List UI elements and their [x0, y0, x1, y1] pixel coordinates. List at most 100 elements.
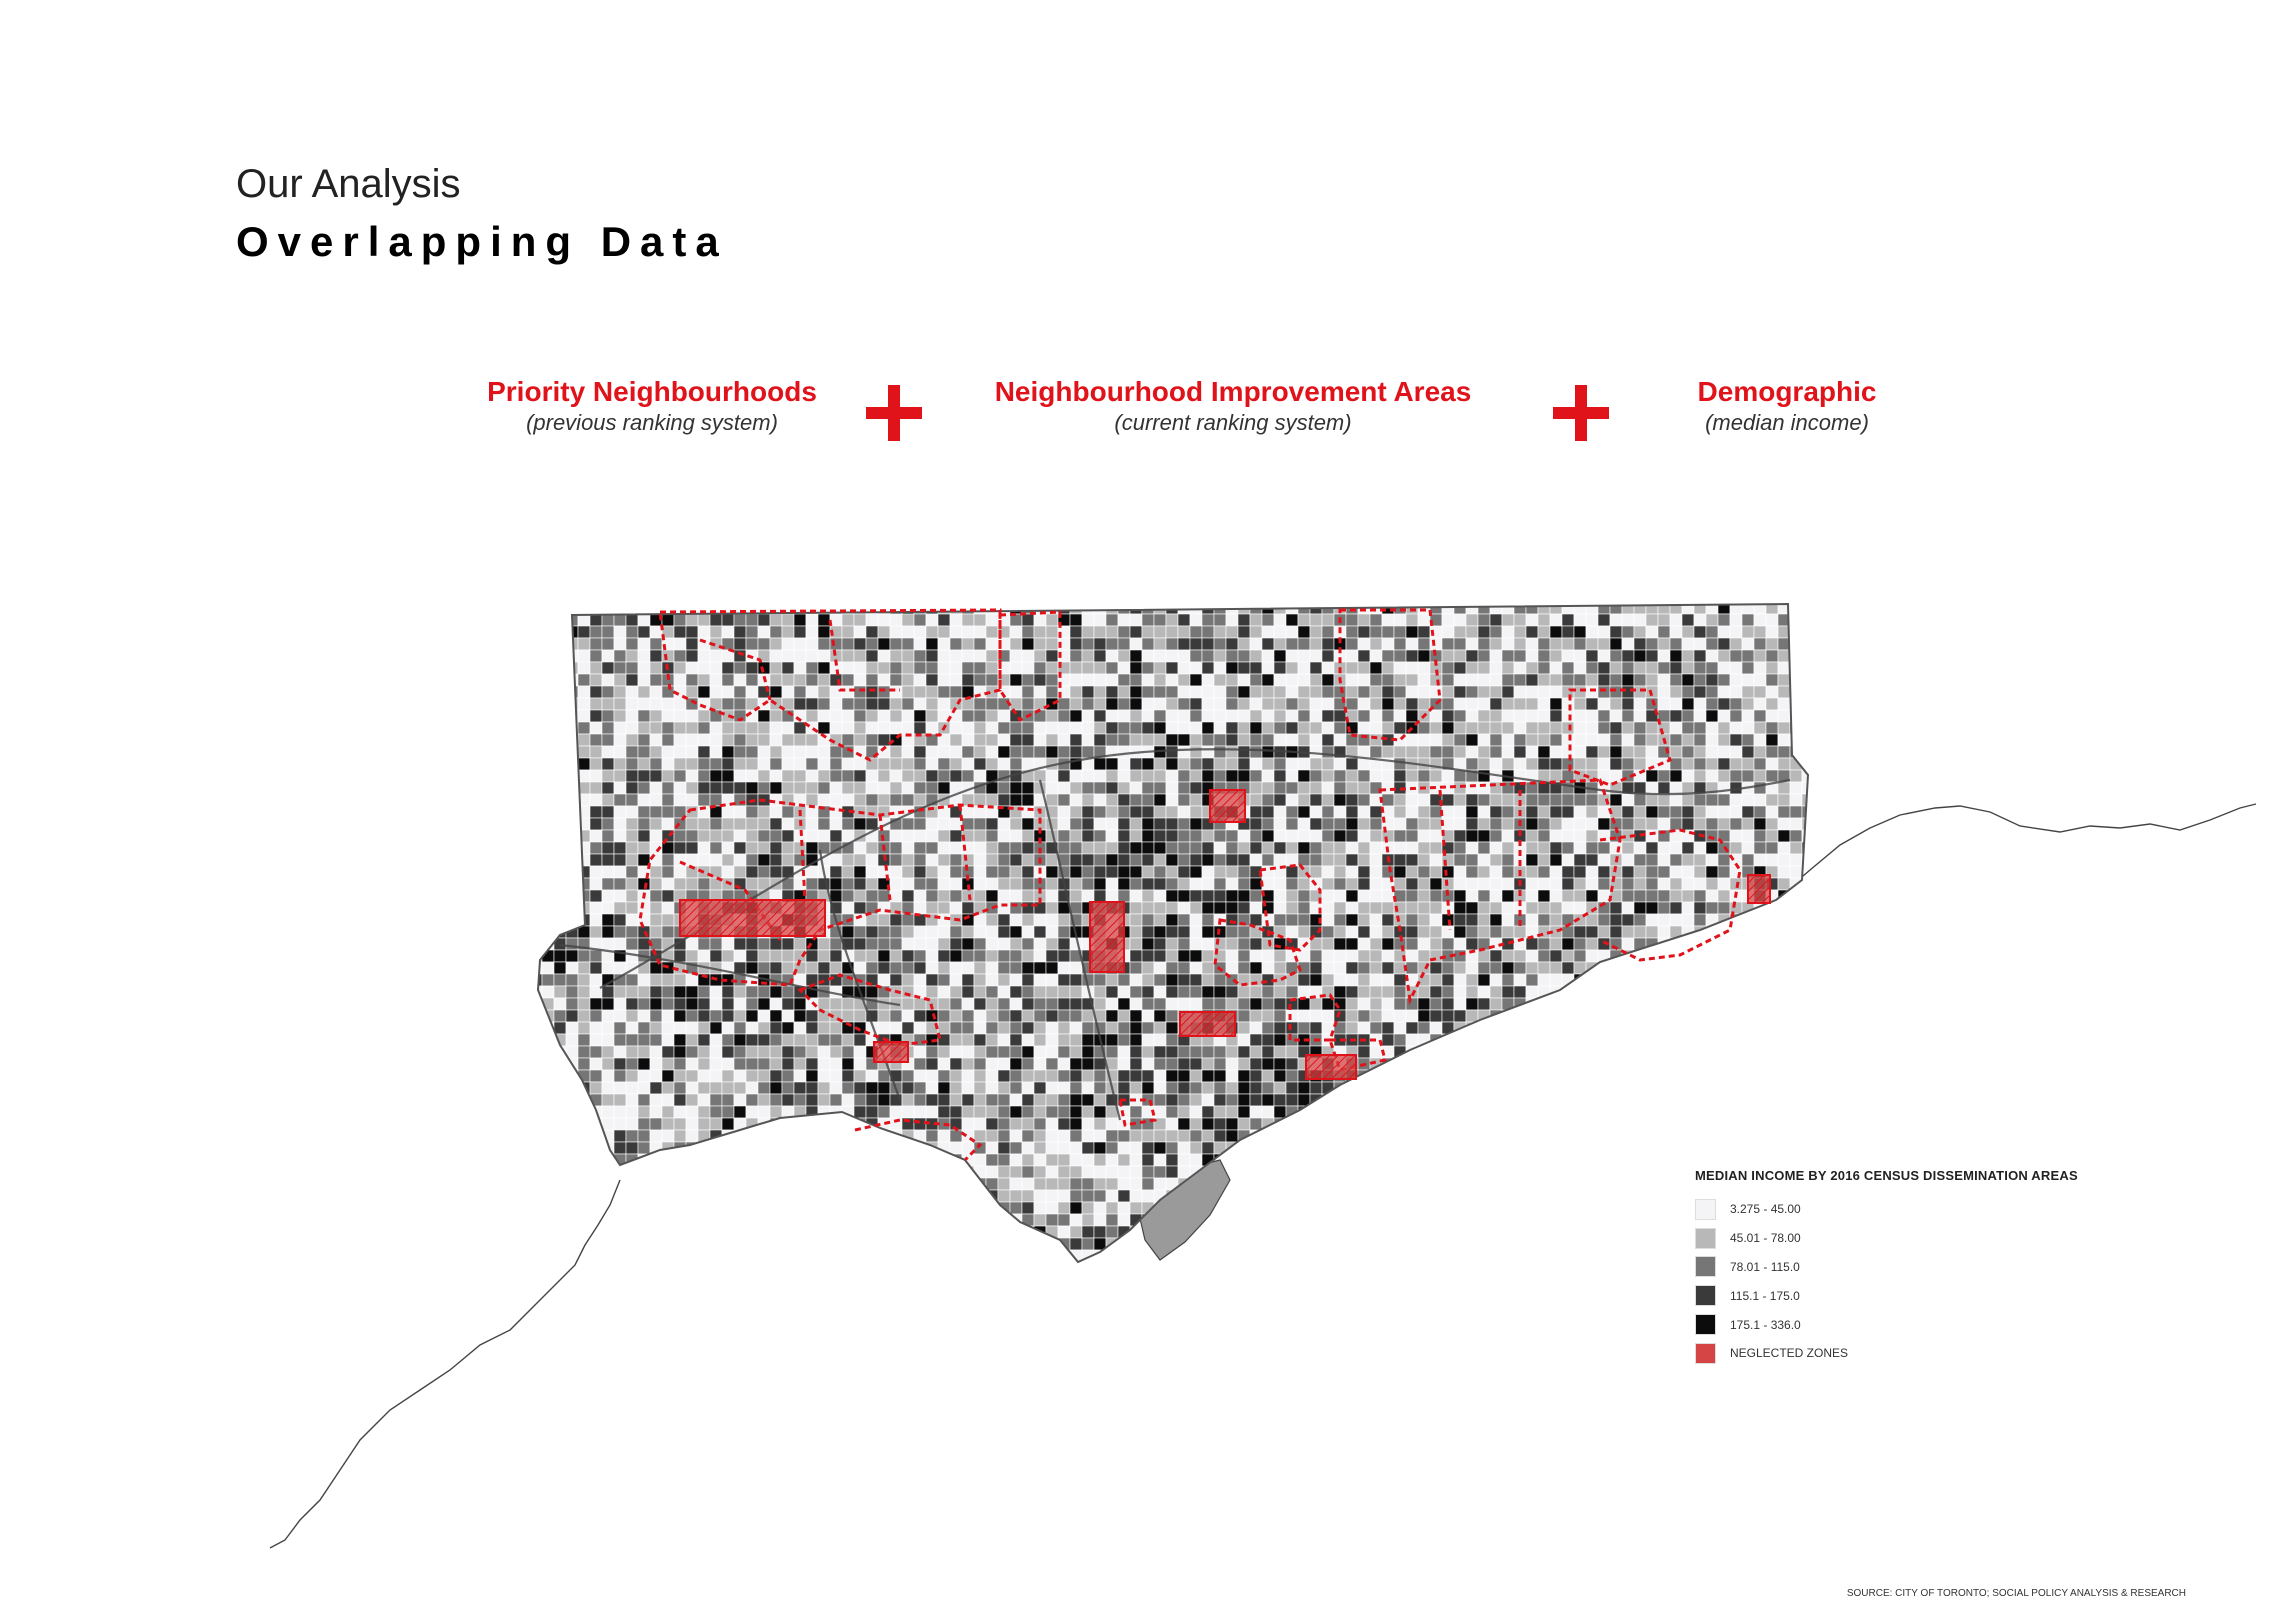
census-area-cell: [770, 590, 782, 602]
census-area-cell: [1249, 769, 1263, 783]
census-area-cell: [721, 613, 735, 627]
census-area-cell: [745, 1093, 759, 1107]
census-area-cell: [889, 745, 903, 759]
census-area-cell: [925, 1129, 939, 1143]
census-area-cell: [805, 1057, 819, 1071]
census-area-cell: [661, 745, 675, 759]
census-area-cell: [997, 1261, 1011, 1262]
census-area-cell: [637, 1105, 651, 1119]
census-area-cell: [1141, 949, 1155, 963]
census-area-cell: [1081, 1129, 1095, 1143]
census-area-cell: [1345, 877, 1359, 891]
census-area-cell: [637, 997, 651, 1011]
census-area-cell: [625, 733, 639, 747]
census-area-cell: [565, 829, 579, 843]
census-area-cell: [1105, 1129, 1119, 1143]
census-area-cell: [1393, 1021, 1407, 1035]
census-area-cell: [601, 1225, 615, 1239]
census-area-cell: [538, 1237, 543, 1251]
census-area-cell: [1129, 793, 1143, 807]
census-area-cell: [613, 1129, 627, 1143]
census-area-cell: [1093, 613, 1107, 627]
census-area-cell: [577, 1105, 591, 1119]
census-area-cell: [1489, 1189, 1503, 1203]
census-area-cell: [1237, 901, 1251, 915]
census-area-cell: [1501, 1081, 1515, 1095]
census-area-cell: [1297, 841, 1311, 855]
census-area-cell: [1009, 889, 1023, 903]
census-area-cell: [1177, 745, 1191, 759]
census-area-cell: [1333, 1117, 1347, 1131]
census-area-cell: [1285, 1009, 1299, 1023]
census-area-cell: [1525, 889, 1539, 903]
census-area-cell: [589, 877, 603, 891]
census-area-cell: [709, 649, 723, 663]
census-area-cell: [758, 1274, 770, 1286]
census-area-cell: [853, 1237, 867, 1251]
census-area-cell: [565, 973, 579, 987]
census-area-cell: [1465, 913, 1479, 927]
census-area-cell: [1225, 1045, 1239, 1059]
census-area-cell: [1453, 697, 1467, 711]
census-area-cell: [649, 1189, 663, 1203]
census-area-cell: [1153, 1069, 1167, 1083]
census-area-cell: [985, 1057, 999, 1071]
census-area-cell: [565, 649, 579, 663]
census-area-cell: [1357, 961, 1371, 975]
census-area-cell: [853, 949, 867, 963]
census-area-cell: [721, 733, 735, 747]
census-area-cell: [1009, 1069, 1023, 1083]
census-area-cell: [1069, 829, 1083, 843]
census-area-cell: [625, 1189, 639, 1203]
census-area-cell: [1345, 1165, 1359, 1179]
census-area-cell: [661, 1201, 675, 1215]
census-area-cell: [637, 1141, 651, 1155]
census-area-cell: [901, 961, 915, 975]
census-area-cell: [649, 1021, 663, 1035]
census-area-cell: [1453, 625, 1467, 639]
census-area-cell: [805, 1033, 819, 1047]
census-area-cell: [1105, 769, 1119, 783]
census-area-cell: [601, 1081, 615, 1095]
census-area-cell: [1333, 1105, 1347, 1119]
census-area-cell: [913, 1093, 927, 1107]
census-area-cell: [553, 1093, 567, 1107]
census-area-cell: [1345, 1213, 1359, 1227]
census-area-cell: [1069, 637, 1083, 651]
census-area-cell: [1549, 877, 1563, 891]
census-area-cell: [1285, 889, 1299, 903]
census-area-cell: [745, 613, 759, 627]
census-area-cell: [1069, 1225, 1083, 1239]
census-area-cell: [1117, 1153, 1131, 1167]
census-area-cell: [1465, 973, 1479, 987]
census-area-cell: [1093, 1129, 1107, 1143]
census-area-cell: [998, 590, 1010, 602]
census-area-cell: [538, 1249, 543, 1262]
census-area-cell: [817, 1153, 831, 1167]
census-area-cell: [1165, 889, 1179, 903]
census-area-cell: [649, 673, 663, 687]
census-area-cell: [697, 1093, 711, 1107]
census-area-cell: [1285, 961, 1299, 975]
census-area-cell: [625, 649, 639, 663]
census-area-cell: [1489, 805, 1503, 819]
census-area-cell: [1405, 997, 1419, 1011]
census-area-cell: [1202, 590, 1214, 602]
census-area-cell: [745, 1081, 759, 1095]
census-area-cell: [1489, 817, 1503, 831]
census-area-cell: [937, 1153, 951, 1167]
census-area-cell: [589, 829, 603, 843]
census-area-cell: [1321, 961, 1335, 975]
census-area-cell: [1369, 973, 1383, 987]
census-area-cell: [889, 829, 903, 843]
census-area-cell: [709, 1069, 723, 1083]
census-area-cell: [961, 745, 975, 759]
census-area-cell: [853, 1153, 867, 1167]
census-area-cell: [1321, 853, 1335, 867]
census-area-cell: [1453, 925, 1467, 939]
census-area-cell: [817, 637, 831, 651]
census-area-cell: [985, 841, 999, 855]
census-area-cell: [1045, 877, 1059, 891]
census-area-cell: [1417, 685, 1431, 699]
census-area-cell: [1093, 1069, 1107, 1083]
